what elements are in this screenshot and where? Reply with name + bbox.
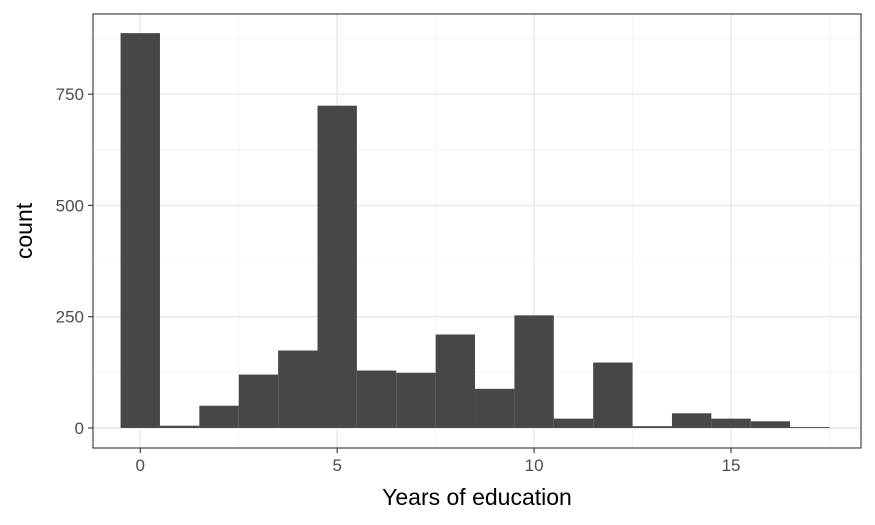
grid-layer bbox=[93, 14, 861, 448]
x-tick-label: 0 bbox=[136, 456, 145, 475]
x-axis-title: Years of education bbox=[382, 484, 572, 510]
y-tick-label: 0 bbox=[75, 419, 84, 438]
histogram-bar bbox=[435, 334, 476, 428]
histogram-bar bbox=[671, 413, 712, 428]
histogram-bar bbox=[750, 421, 791, 428]
y-tick-label: 500 bbox=[56, 196, 84, 215]
histogram-bar bbox=[120, 33, 160, 428]
bars-layer bbox=[120, 33, 830, 428]
histogram-bar bbox=[159, 425, 200, 428]
histogram-bar bbox=[475, 388, 515, 428]
ticks-layer bbox=[88, 93, 732, 453]
y-tick-label: 250 bbox=[56, 308, 84, 327]
tick-labels-layer: 0 5 10 15 0 250 500 750 bbox=[56, 85, 741, 475]
histogram-bar bbox=[514, 315, 554, 428]
histogram-bar bbox=[396, 372, 436, 428]
histogram-bar bbox=[632, 426, 672, 428]
x-tick-label: 5 bbox=[332, 456, 341, 475]
x-tick-label: 15 bbox=[722, 456, 741, 475]
histogram-bar bbox=[711, 418, 751, 428]
y-axis-title: count bbox=[11, 202, 37, 259]
plot-panel-border bbox=[92, 13, 862, 449]
histogram-bar bbox=[356, 370, 397, 428]
histogram-bar bbox=[553, 418, 594, 428]
x-tick-label: 10 bbox=[525, 456, 544, 475]
histogram-bar bbox=[593, 362, 633, 428]
histogram-bar bbox=[317, 105, 357, 428]
histogram-bar bbox=[790, 427, 830, 428]
histogram-bar bbox=[238, 374, 279, 428]
histogram-bar bbox=[199, 405, 239, 428]
histogram-bar bbox=[278, 350, 318, 428]
y-tick-label: 750 bbox=[56, 85, 84, 104]
